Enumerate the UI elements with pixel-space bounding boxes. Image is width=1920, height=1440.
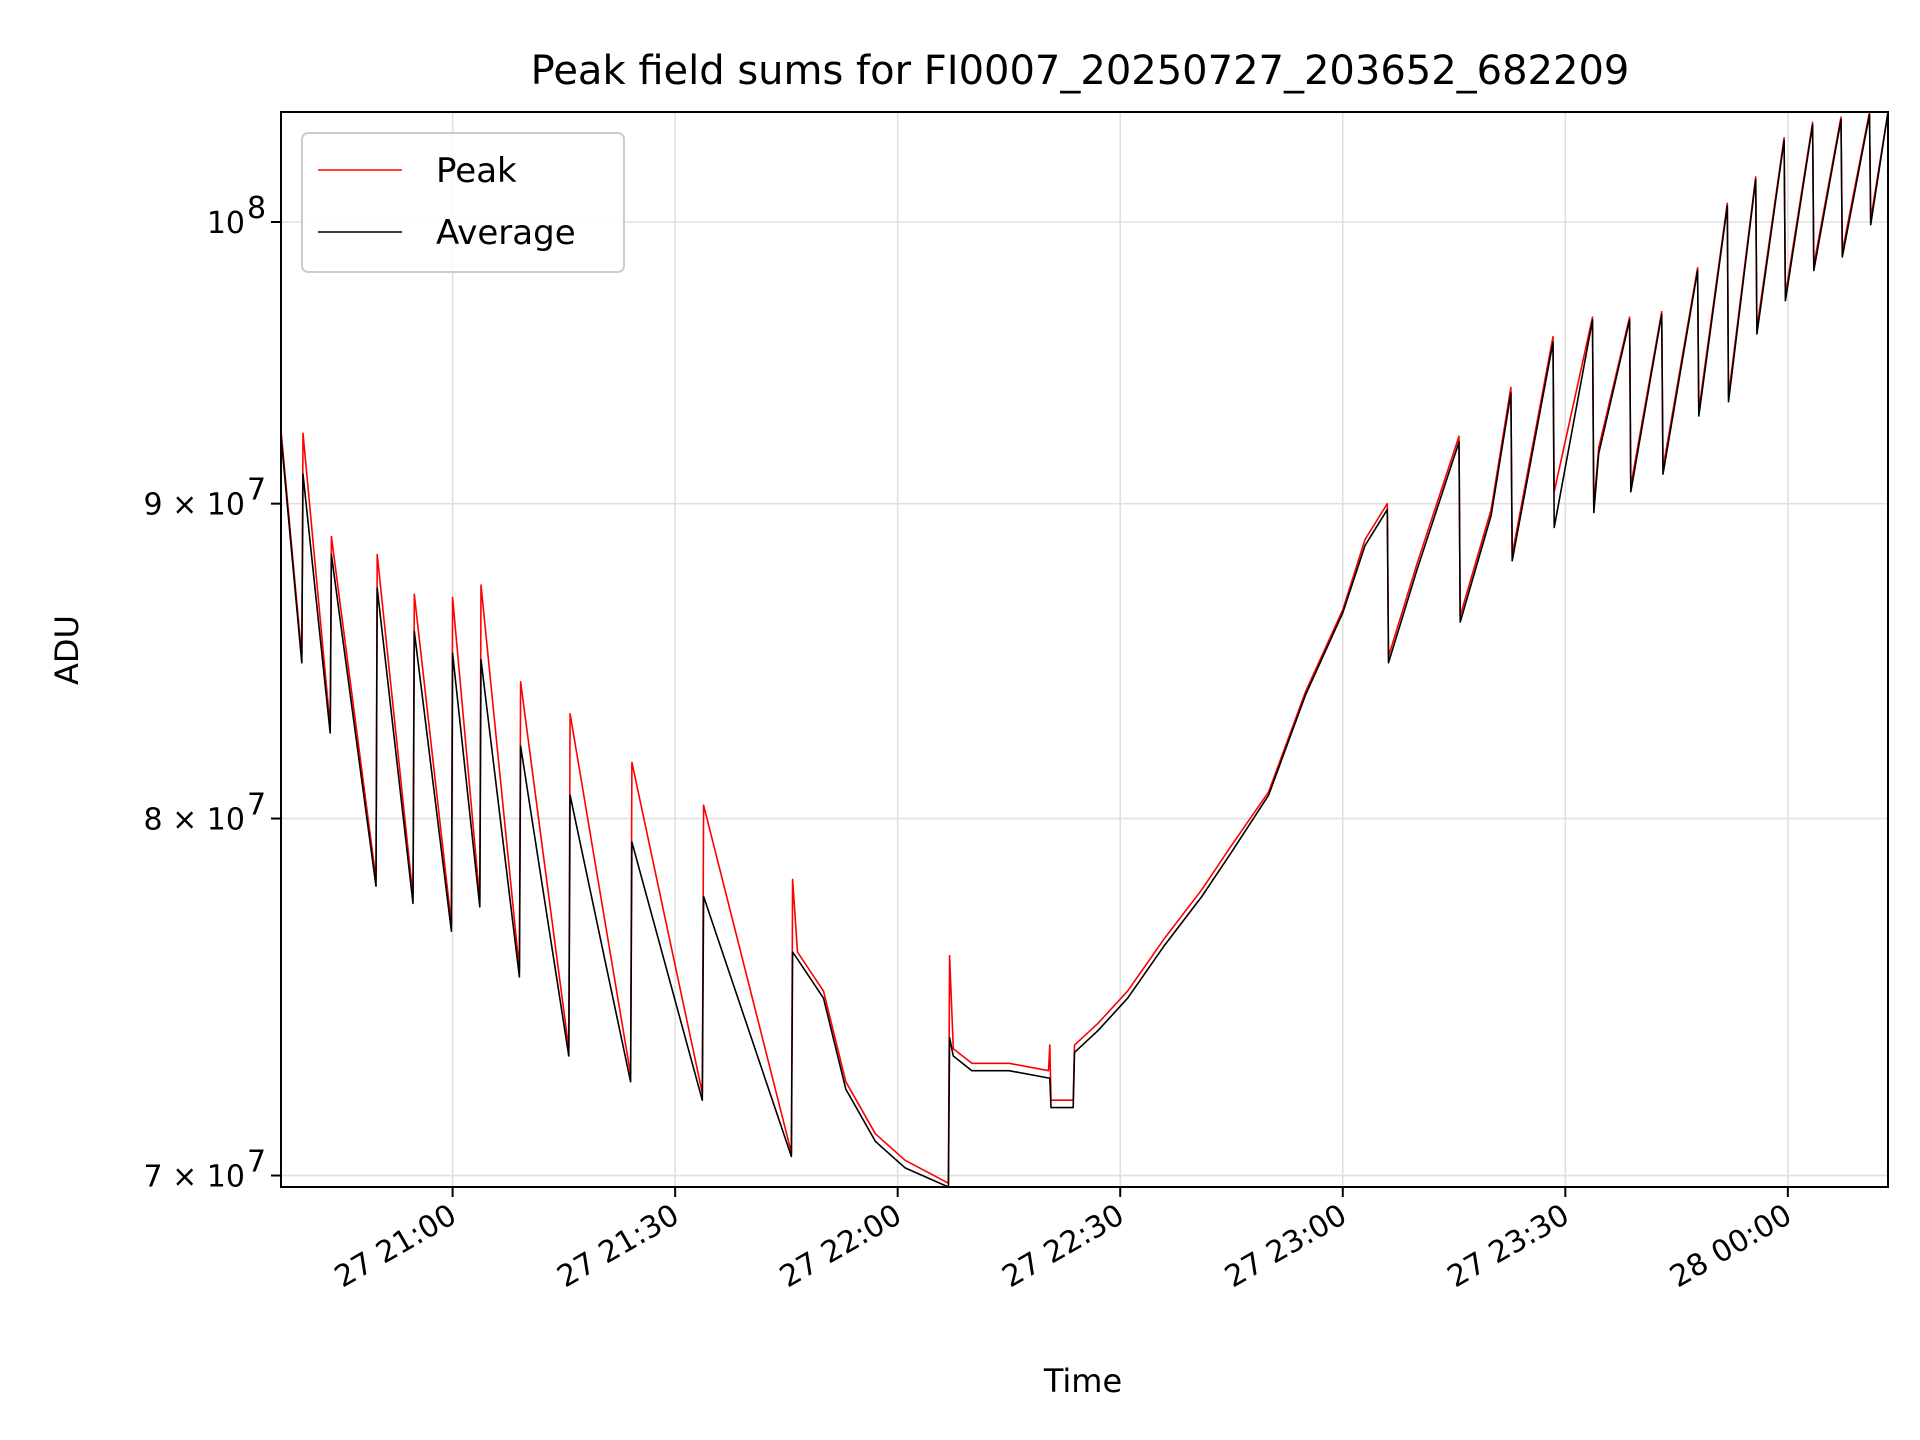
x-tick-label: 27 22:00 (774, 1198, 908, 1295)
y-tick-label: 7 × 10 (144, 1160, 245, 1195)
series-line-average (280, 111, 1889, 1188)
x-tick-label: 28 00:00 (1664, 1198, 1798, 1295)
legend-box (301, 132, 625, 273)
grid (281, 112, 1888, 1187)
y-tick-label: 10 (207, 206, 245, 241)
y-tick-exponent: 7 (247, 1145, 266, 1180)
x-tick-label: 27 23:00 (1219, 1198, 1353, 1295)
plot-frame (280, 111, 1889, 1188)
chart-title: Peak field sums for FI0007_20250727_2036… (531, 48, 1630, 94)
x-tick-label: 27 23:30 (1442, 1198, 1576, 1295)
y-tick-label: 9 × 10 (144, 488, 245, 523)
y-tick-label: 8 × 10 (144, 803, 245, 838)
x-axis-label: Time (1043, 1362, 1122, 1400)
x-tick-label: 27 21:30 (551, 1198, 685, 1295)
series-lines (280, 111, 1889, 1188)
y-tick-exponent: 7 (247, 788, 266, 823)
x-axis-ticks: 27 21:00 27 21:30 27 22:00 27 22:30 27 23:00… (329, 1187, 1798, 1295)
legend-peak-label: Peak (436, 151, 517, 191)
legend: Peak Average (301, 132, 625, 273)
legend-average-label: Average (436, 213, 576, 253)
x-tick-label: 27 22:30 (997, 1198, 1131, 1295)
y-tick-exponent: 8 (247, 191, 266, 226)
y-tick-exponent: 7 (247, 473, 266, 508)
y-axis-label: ADU (48, 615, 86, 685)
x-tick-label: 27 21:00 (329, 1198, 463, 1295)
